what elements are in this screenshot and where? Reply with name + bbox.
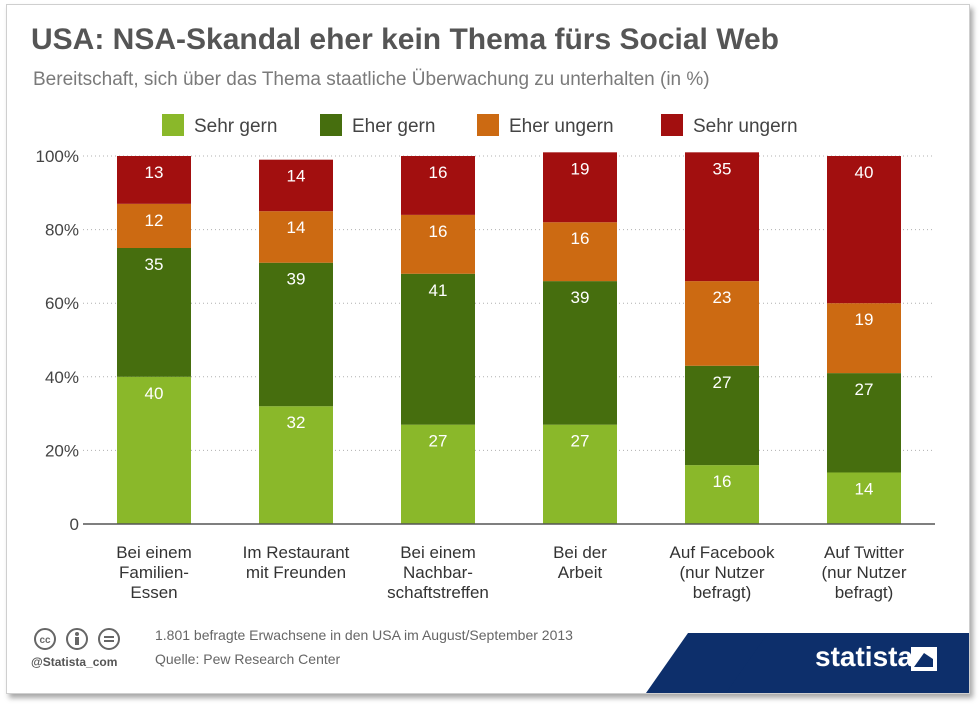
- x-tick-label: Bei einem: [116, 543, 192, 562]
- statista-logo-icon: [911, 647, 937, 671]
- infographic-card: USA: NSA-Skandal eher kein Thema fürs So…: [6, 4, 970, 694]
- data-label: 16: [429, 222, 448, 241]
- bar-segment: [117, 156, 191, 204]
- legend-swatch: [320, 114, 342, 136]
- y-tick-label: 20%: [45, 441, 79, 460]
- data-label: 19: [855, 310, 874, 329]
- x-tick-label: befragt): [693, 583, 752, 602]
- bar-segment: [401, 273, 475, 425]
- license-icons: cc: [33, 627, 133, 658]
- bar-segment: [685, 465, 759, 524]
- bar-segment: [543, 152, 617, 223]
- stacked-bar-chart: Sehr gern Eher gern Eher ungern Sehr ungern…: [36, 114, 935, 602]
- data-label: 23: [713, 288, 732, 307]
- attribution-icon: [66, 628, 88, 650]
- x-tick-label: Arbeit: [558, 563, 603, 582]
- bar-segment: [685, 152, 759, 282]
- data-label: 14: [287, 167, 306, 186]
- y-tick-label: 100%: [36, 147, 79, 166]
- bar-segment: [401, 424, 475, 524]
- cc-icon: cc: [34, 628, 56, 650]
- legend-label: Eher ungern: [509, 116, 614, 137]
- source-note: Quelle: Pew Research Center: [155, 651, 341, 667]
- x-tick-label: Bei einem: [400, 543, 476, 562]
- x-tick-label: Auf Facebook: [670, 543, 775, 562]
- chart-subtitle: Bereitschaft, sich über das Thema staatl…: [33, 69, 710, 90]
- data-label: 32: [287, 413, 306, 432]
- data-label: 14: [855, 479, 874, 498]
- x-tick-label: schaftstreffen: [387, 583, 489, 602]
- data-label: 14: [287, 218, 306, 237]
- x-tick-label: mit Freunden: [246, 563, 346, 582]
- bar-segment: [259, 406, 333, 524]
- data-label: 39: [571, 288, 590, 307]
- legend-swatch: [162, 114, 184, 136]
- x-tick-label: Familien-: [119, 563, 189, 582]
- bar-segment: [117, 203, 191, 248]
- svg-text:cc: cc: [39, 635, 51, 646]
- data-label: 41: [429, 281, 448, 300]
- bar-segment: [117, 248, 191, 377]
- legend-swatch: [477, 114, 499, 136]
- data-label: 35: [145, 255, 164, 274]
- y-tick-label: 60%: [45, 294, 79, 313]
- bar-segment: [827, 472, 901, 524]
- bar-segment: [117, 376, 191, 524]
- bar-segment: [401, 214, 475, 274]
- bar-segment: [543, 222, 617, 282]
- bar-segment: [685, 365, 759, 466]
- y-tick-label: 40%: [45, 368, 79, 387]
- legend-swatch: [661, 114, 683, 136]
- data-label: 40: [145, 384, 164, 403]
- legend-label: Sehr ungern: [693, 116, 798, 137]
- data-label: 16: [571, 229, 590, 248]
- x-tick-label: Essen: [130, 583, 177, 602]
- x-tick-label: Bei der: [553, 543, 607, 562]
- x-tick-label: Im Restaurant: [243, 543, 350, 562]
- bar-segment: [543, 281, 617, 425]
- bar-segment: [401, 156, 475, 215]
- data-label: 12: [145, 211, 164, 230]
- y-tick-label: 0: [70, 515, 79, 534]
- bar-segment: [827, 373, 901, 473]
- data-label: 19: [571, 159, 590, 178]
- bar-segment: [827, 156, 901, 304]
- data-label: 27: [855, 380, 874, 399]
- legend-label: Eher gern: [352, 116, 435, 137]
- data-label: 27: [571, 432, 590, 451]
- chart-title: USA: NSA-Skandal eher kein Thema fürs So…: [31, 23, 779, 56]
- bar-segment: [259, 159, 333, 212]
- statista-credit: @Statista_com: [31, 655, 118, 669]
- sample-note: 1.801 befragte Erwachsene in den USA im …: [155, 627, 573, 643]
- no-derivatives-icon: [98, 628, 120, 650]
- data-label: 16: [429, 163, 448, 182]
- x-tick-label: Nachbar-: [403, 563, 473, 582]
- legend-label: Sehr gern: [194, 116, 277, 137]
- x-tick-label: befragt): [835, 583, 894, 602]
- bar-segment: [259, 262, 333, 407]
- data-label: 27: [429, 432, 448, 451]
- data-label: 39: [287, 270, 306, 289]
- data-label: 35: [713, 159, 732, 178]
- bar-segment: [685, 281, 759, 366]
- data-label: 40: [855, 163, 874, 182]
- x-tick-label: Auf Twitter: [824, 543, 904, 562]
- data-label: 13: [145, 163, 164, 182]
- y-tick-label: 80%: [45, 221, 79, 240]
- bar-segment: [827, 303, 901, 374]
- bar-segment: [543, 424, 617, 524]
- statista-logo[interactable]: statista: [815, 641, 914, 672]
- bar-segment: [259, 211, 333, 263]
- data-label: 16: [713, 472, 732, 491]
- x-tick-label: (nur Nutzer: [679, 563, 764, 582]
- data-label: 27: [713, 373, 732, 392]
- x-tick-label: (nur Nutzer: [821, 563, 906, 582]
